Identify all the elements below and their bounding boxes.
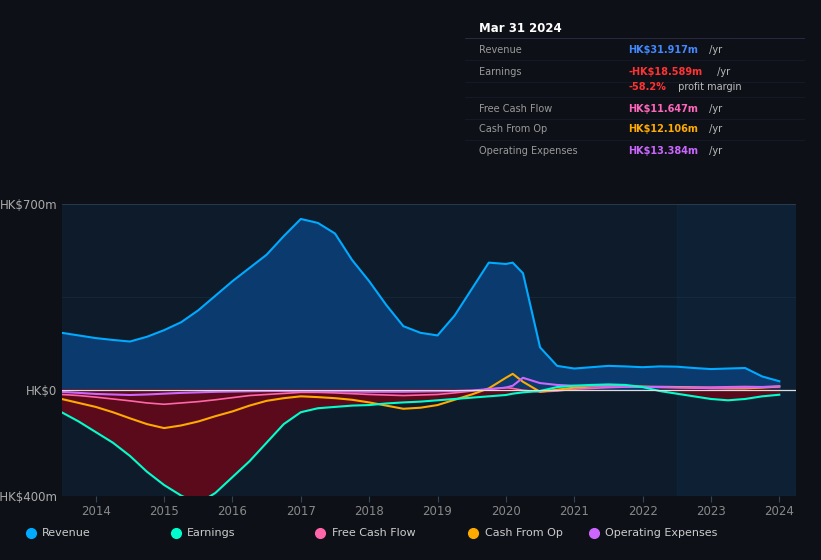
Text: /yr: /yr — [706, 45, 722, 55]
Text: -HK$18.589m: -HK$18.589m — [628, 67, 702, 77]
Text: Earnings: Earnings — [479, 67, 521, 77]
Text: Cash From Op: Cash From Op — [479, 124, 547, 134]
Text: /yr: /yr — [714, 67, 731, 77]
Text: Revenue: Revenue — [42, 529, 91, 538]
Text: HK$12.106m: HK$12.106m — [628, 124, 698, 134]
Text: HK$13.384m: HK$13.384m — [628, 146, 698, 156]
Text: Earnings: Earnings — [187, 529, 236, 538]
Text: /yr: /yr — [706, 124, 722, 134]
Text: Cash From Op: Cash From Op — [484, 529, 562, 538]
Text: Free Cash Flow: Free Cash Flow — [479, 104, 552, 114]
Text: Operating Expenses: Operating Expenses — [605, 529, 718, 538]
Bar — [677, 204, 796, 496]
Text: /yr: /yr — [706, 146, 722, 156]
Text: /yr: /yr — [706, 104, 722, 114]
Text: profit margin: profit margin — [675, 82, 741, 92]
Text: Revenue: Revenue — [479, 45, 521, 55]
Text: -58.2%: -58.2% — [628, 82, 666, 92]
Text: Operating Expenses: Operating Expenses — [479, 146, 577, 156]
Text: HK$11.647m: HK$11.647m — [628, 104, 698, 114]
Text: Mar 31 2024: Mar 31 2024 — [479, 22, 562, 35]
Text: HK$31.917m: HK$31.917m — [628, 45, 698, 55]
Text: Free Cash Flow: Free Cash Flow — [332, 529, 415, 538]
